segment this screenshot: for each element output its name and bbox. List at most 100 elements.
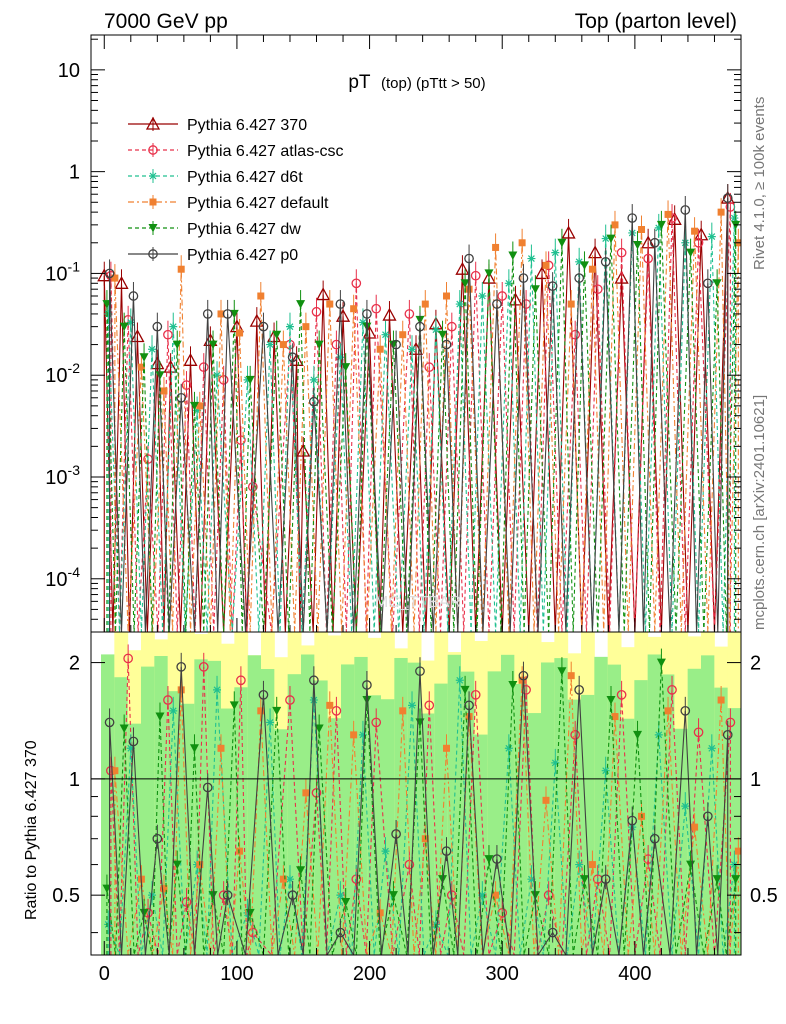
- main-point-p0: [492, 299, 502, 309]
- ratio-point-dw: [208, 891, 218, 900]
- ratio-point-d6t: [601, 766, 610, 775]
- main-point-atlas_csc: [218, 375, 229, 385]
- main-point-p370: [614, 270, 629, 284]
- main-point-p0: [649, 237, 660, 248]
- plot-title: pT (top) (pTtt > 50): [348, 72, 485, 93]
- main-point-d6t: [478, 292, 487, 301]
- ratio-point-default: [160, 885, 168, 893]
- plot-title-main: pT: [348, 72, 371, 93]
- ratio-point-dw: [245, 908, 255, 918]
- ratio-point-dw: [460, 685, 470, 695]
- ratio-point-dw: [633, 730, 643, 740]
- main-point-dw: [272, 330, 282, 340]
- main-y-tick-label: 10-1: [45, 258, 80, 285]
- main-point-atlas_csc: [351, 278, 362, 289]
- ratio-y-tick-label-right: 0.5: [750, 885, 778, 907]
- main-point-d6t: [707, 232, 716, 241]
- ratio-point-d6t: [681, 802, 690, 811]
- main-point-atlas_csc: [643, 253, 653, 264]
- ratio-point-dw: [579, 875, 589, 884]
- ratio-point-default: [664, 707, 672, 715]
- x-tick-label: 300: [486, 963, 519, 985]
- ratio-point-d6t: [707, 744, 716, 753]
- ratio-point-p0: [391, 829, 401, 839]
- ratio-point-default: [611, 713, 619, 721]
- ratio-point-atlas_csc: [181, 897, 192, 907]
- legend-label-p370: Pythia 6.427 370: [187, 117, 307, 134]
- main-point-d6t: [601, 234, 610, 243]
- ratio-band-green: [474, 734, 489, 955]
- mcplots-label: mcplots.cern.ch [arXiv:2401.10621]: [751, 395, 768, 630]
- ratio-point-p0: [464, 700, 474, 711]
- main-point-dw: [314, 340, 324, 350]
- ratio-point-p0: [362, 680, 372, 690]
- main-line-atlas_csc: [110, 206, 731, 632]
- ratio-point-p0: [258, 690, 269, 700]
- ratio-point-atlas_csc: [543, 890, 554, 901]
- main-point-d6t: [455, 300, 464, 309]
- main-point-dw: [712, 279, 722, 288]
- main-point-p0: [722, 193, 733, 203]
- ratio-band-green: [487, 671, 502, 955]
- ratio-point-p0: [415, 666, 425, 677]
- main-point-p0: [627, 213, 638, 223]
- legend-item-atlas_csc: Pythia 6.427 atlas-csc: [128, 143, 344, 160]
- ratio-point-default: [399, 707, 407, 715]
- main-point-dw: [245, 375, 255, 385]
- ratio-point-dw: [606, 696, 616, 705]
- main-point-dw: [656, 220, 666, 230]
- main-point-d6t: [309, 375, 318, 384]
- main-point-p370: [382, 307, 397, 321]
- main-y-tick-base: 10: [45, 365, 67, 387]
- ratio-dw: [102, 648, 741, 955]
- main-point-default: [567, 300, 575, 308]
- ratio-point-dw: [272, 706, 282, 716]
- ratio-point-d6t: [104, 920, 113, 929]
- ratio-point-p0: [104, 717, 115, 728]
- ratio-point-default: [492, 891, 500, 899]
- ratio-atlas_csc: [106, 644, 736, 955]
- main-point-d6t: [654, 223, 663, 232]
- ratio-point-dw: [341, 898, 351, 907]
- main-point-p0: [104, 268, 115, 279]
- ratio-p0: [104, 652, 733, 955]
- main-y-tick-base: 10: [58, 60, 80, 82]
- main-point-default: [399, 331, 407, 339]
- ratio-band-green: [434, 683, 449, 955]
- ratio-point-atlas_csc: [667, 685, 677, 695]
- ratio-band-green: [141, 666, 155, 955]
- main-point-d6t: [126, 318, 135, 327]
- main-point-d6t: [336, 353, 345, 362]
- main-point-dw: [530, 285, 540, 294]
- ratio-point-default: [350, 731, 358, 739]
- ratio-y-tick-label: 2: [69, 653, 80, 675]
- main-point-p0: [335, 299, 346, 309]
- legend-label-p0: Pythia 6.427 p0: [187, 247, 298, 264]
- ratio-band-green: [607, 664, 622, 955]
- ratio-point-dw: [388, 891, 398, 900]
- rivet-label: Rivet 4.1.0, ≥ 100k events: [751, 97, 768, 270]
- ratio-point-default: [691, 823, 699, 831]
- ratio-panel: 0.5 0.5 1 1 2 2 0 100 200 300 400 Ratio to Pythia…: [23, 631, 778, 985]
- main-point-d6t: [243, 375, 252, 384]
- ratio-band-green: [727, 708, 741, 955]
- ratio-point-p0: [222, 890, 233, 901]
- main-point-p370: [114, 275, 129, 289]
- main-point-atlas_csc: [163, 329, 173, 340]
- legend-label-dw: Pythia 6.427 dw: [187, 221, 301, 238]
- legend-marker-dw: [148, 224, 158, 233]
- ratio-point-atlas_csc: [163, 695, 173, 705]
- ratio-point-p0: [128, 736, 139, 747]
- ratio-point-default: [236, 847, 244, 855]
- main-point-default: [160, 387, 168, 395]
- ratio-line-atlas_csc: [110, 658, 731, 955]
- main-point-dw: [172, 340, 182, 350]
- ratio-y-tick-label-right: 1: [750, 769, 761, 791]
- legend-label-d6t: Pythia 6.427 d6t: [187, 169, 303, 186]
- legend-item-dw: Pythia 6.427 dw: [128, 221, 301, 238]
- main-point-default: [638, 226, 646, 234]
- ratio-point-d6t: [551, 758, 560, 767]
- main-point-d6t: [285, 322, 294, 331]
- ratio-band-green: [301, 654, 315, 955]
- main-point-default: [326, 300, 334, 308]
